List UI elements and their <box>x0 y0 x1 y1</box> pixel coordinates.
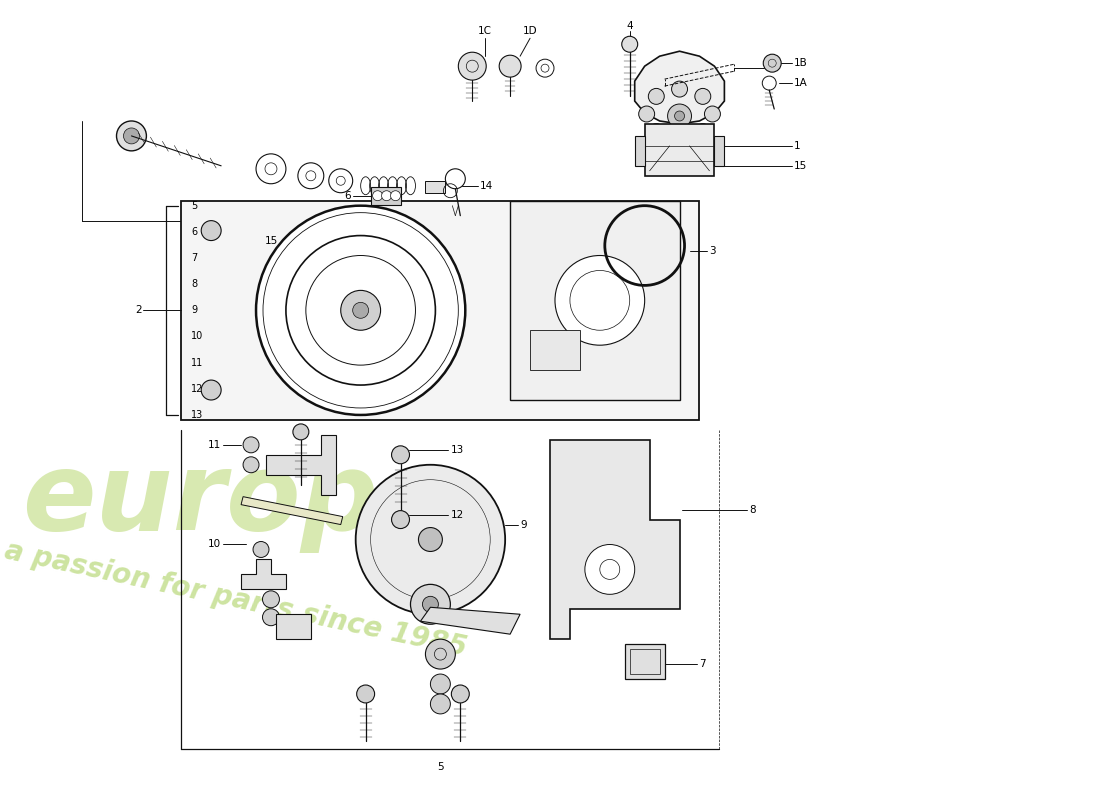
Text: 3: 3 <box>710 246 716 255</box>
Text: a passion for parts since 1985: a passion for parts since 1985 <box>2 537 470 662</box>
Text: 12: 12 <box>450 510 463 520</box>
Circle shape <box>650 221 670 241</box>
Circle shape <box>422 596 439 612</box>
Text: 13: 13 <box>450 445 463 455</box>
Circle shape <box>695 124 711 139</box>
Text: 11: 11 <box>191 358 204 368</box>
Circle shape <box>201 380 221 400</box>
Circle shape <box>426 639 455 669</box>
Circle shape <box>293 424 309 440</box>
Text: 2: 2 <box>135 306 142 315</box>
Text: 1C: 1C <box>478 26 492 36</box>
Circle shape <box>674 111 684 121</box>
Text: 9: 9 <box>520 519 527 530</box>
Circle shape <box>117 121 146 151</box>
Bar <box>530 330 580 370</box>
Bar <box>645 124 714 176</box>
Circle shape <box>585 545 635 594</box>
Circle shape <box>298 163 323 189</box>
Text: 13: 13 <box>191 410 204 420</box>
Circle shape <box>353 302 369 318</box>
Bar <box>510 201 680 400</box>
Bar <box>371 186 400 205</box>
Circle shape <box>648 89 664 104</box>
Text: 5: 5 <box>437 762 443 772</box>
Text: 1B: 1B <box>794 58 807 68</box>
Circle shape <box>650 380 670 400</box>
Circle shape <box>356 685 375 703</box>
Circle shape <box>672 131 688 147</box>
Text: 15: 15 <box>794 161 807 171</box>
Circle shape <box>392 510 409 529</box>
Text: europ: europ <box>22 446 378 553</box>
Text: 6: 6 <box>191 227 197 237</box>
Circle shape <box>704 106 720 122</box>
Text: 11: 11 <box>208 440 221 450</box>
Polygon shape <box>266 435 336 494</box>
Polygon shape <box>635 51 725 124</box>
Circle shape <box>263 591 279 608</box>
Bar <box>276 614 311 639</box>
Circle shape <box>382 190 392 201</box>
Polygon shape <box>635 136 645 166</box>
Polygon shape <box>550 440 680 639</box>
Circle shape <box>256 154 286 184</box>
Circle shape <box>243 437 258 453</box>
Circle shape <box>418 527 442 551</box>
Circle shape <box>430 674 450 694</box>
Circle shape <box>123 128 140 144</box>
Text: 7: 7 <box>700 659 706 669</box>
Bar <box>625 644 664 679</box>
Circle shape <box>341 290 381 330</box>
Text: 6: 6 <box>344 190 351 201</box>
Circle shape <box>499 55 521 77</box>
Text: 8: 8 <box>749 505 756 514</box>
Circle shape <box>253 542 270 558</box>
Bar <box>182 201 700 420</box>
Polygon shape <box>420 607 520 634</box>
Text: 10: 10 <box>208 539 221 550</box>
Circle shape <box>621 36 638 52</box>
Text: 12: 12 <box>191 384 204 394</box>
Polygon shape <box>241 497 343 525</box>
Circle shape <box>390 190 400 201</box>
Circle shape <box>672 81 688 97</box>
Text: 14: 14 <box>481 181 494 190</box>
Text: 1D: 1D <box>522 26 538 36</box>
Polygon shape <box>714 136 725 166</box>
Text: 1: 1 <box>794 141 801 151</box>
Circle shape <box>263 609 279 626</box>
Circle shape <box>410 584 450 624</box>
Circle shape <box>256 206 465 415</box>
Circle shape <box>556 255 645 345</box>
Polygon shape <box>241 559 286 590</box>
Text: 5: 5 <box>191 201 198 210</box>
Bar <box>629 649 660 674</box>
Circle shape <box>459 52 486 80</box>
Circle shape <box>695 89 711 104</box>
Text: 9: 9 <box>191 306 197 315</box>
Circle shape <box>451 685 470 703</box>
Text: 1A: 1A <box>794 78 807 88</box>
Circle shape <box>639 106 654 122</box>
Circle shape <box>648 124 664 139</box>
Bar <box>426 181 446 193</box>
Circle shape <box>373 190 383 201</box>
Circle shape <box>355 465 505 614</box>
Text: 15: 15 <box>264 235 277 246</box>
Circle shape <box>243 457 258 473</box>
Text: 4: 4 <box>626 22 632 31</box>
Circle shape <box>668 104 692 128</box>
Circle shape <box>201 221 221 241</box>
Circle shape <box>329 169 353 193</box>
Circle shape <box>430 694 450 714</box>
Text: 7: 7 <box>191 253 198 263</box>
Circle shape <box>392 446 409 464</box>
Text: 8: 8 <box>191 279 197 289</box>
Circle shape <box>763 54 781 72</box>
Text: 10: 10 <box>191 331 204 342</box>
